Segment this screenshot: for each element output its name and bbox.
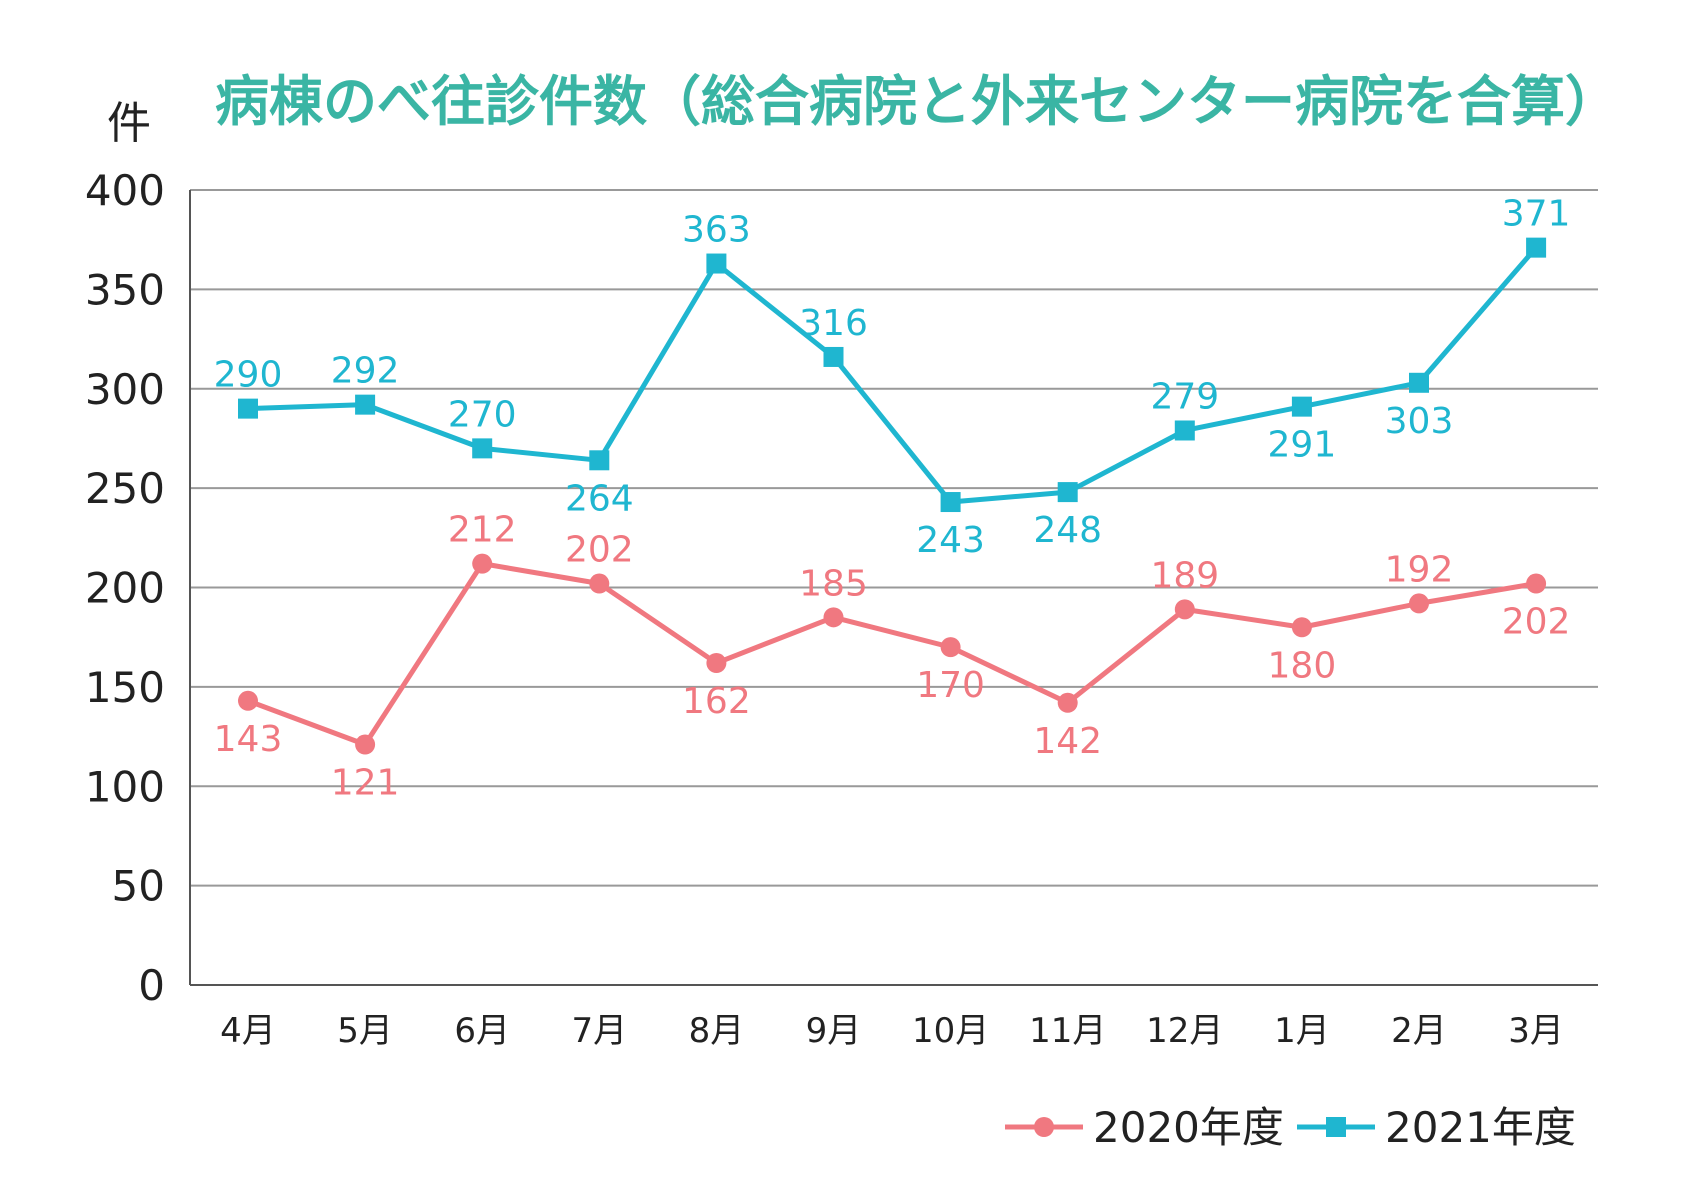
- legend-marker-1: [1034, 1117, 1054, 1137]
- data-point-1-8: [1057, 692, 1078, 713]
- data-point-2-12: [1526, 237, 1547, 258]
- legend-label-2: 2021年度: [1385, 1103, 1576, 1152]
- x-axis-ticks: 4月 5月 6月 7月 8月 9月 10月 11月 12月 1月 2月 3月: [220, 1011, 1564, 1051]
- x-tick-label-4: 7月: [571, 1011, 627, 1051]
- x-tick-label-3: 6月: [454, 1011, 510, 1051]
- data-point-1-6: [823, 607, 844, 628]
- data-point-2-6: [823, 346, 844, 367]
- x-tick-label-10: 1月: [1274, 1011, 1330, 1051]
- y-axis-unit-label: 件: [107, 98, 151, 149]
- chart-title: 病棟のべ往診件数（総合病院と外来センター病院を合算）: [215, 70, 1619, 133]
- data-point-1-10: [1291, 617, 1312, 638]
- y-tick-label-300: 300: [85, 365, 165, 414]
- y-tick-label-0: 0: [138, 961, 165, 1010]
- data-point-1-9: [1174, 599, 1195, 620]
- series-2: 290 292 270 264 363 316 243 248 279 291 303 371: [214, 194, 1571, 561]
- x-tick-label-9: 12月: [1146, 1011, 1223, 1051]
- y-tick-label-200: 200: [85, 564, 165, 613]
- data-label-2-7: 243: [916, 520, 985, 561]
- data-point-2-11: [1409, 372, 1429, 393]
- y-tick-label-150: 150: [85, 663, 165, 712]
- gridlines: [189, 189, 1598, 986]
- series-1: 143 121 212 202 162 185 170 142 189 180 192 202: [214, 510, 1571, 804]
- x-tick-label-8: 11月: [1029, 1011, 1106, 1051]
- x-tick-label-6: 9月: [806, 1011, 862, 1051]
- data-label-2-9: 279: [1150, 376, 1219, 417]
- data-label-1-2: 121: [331, 763, 400, 804]
- data-point-2-4: [589, 450, 610, 471]
- data-point-1-2: [355, 734, 376, 755]
- data-point-2-5: [706, 253, 727, 274]
- x-tick-label-7: 10月: [912, 1011, 989, 1051]
- data-point-1-12: [1526, 573, 1547, 594]
- data-label-1-9: 189: [1150, 555, 1219, 596]
- x-tick-label-5: 8月: [689, 1011, 745, 1051]
- data-point-1-5: [706, 653, 727, 674]
- data-label-2-6: 316: [799, 303, 868, 344]
- data-point-1-7: [940, 637, 961, 658]
- x-tick-label-11: 2月: [1391, 1011, 1447, 1051]
- data-label-1-1: 143: [214, 719, 283, 760]
- data-label-1-3: 212: [448, 510, 517, 551]
- data-label-2-2: 292: [331, 351, 400, 392]
- data-point-1-11: [1409, 593, 1429, 614]
- data-label-1-7: 170: [916, 665, 985, 706]
- y-tick-label-350: 350: [85, 265, 165, 314]
- data-point-2-8: [1057, 482, 1078, 503]
- data-point-2-3: [472, 438, 493, 459]
- data-label-1-6: 185: [799, 563, 868, 604]
- y-tick-label-250: 250: [85, 464, 165, 513]
- series-line-2: [247, 246, 1538, 505]
- y-axis-ticks: 0 50 100 150 200 250 300 350 400: [85, 166, 165, 1010]
- data-label-1-10: 180: [1268, 645, 1337, 686]
- x-tick-label-2: 5月: [337, 1011, 393, 1051]
- x-tick-label-1: 4月: [220, 1011, 276, 1051]
- data-label-1-4: 202: [565, 530, 634, 571]
- data-label-1-8: 142: [1033, 721, 1102, 762]
- data-point-1-4: [589, 573, 610, 594]
- data-label-2-4: 264: [565, 478, 634, 519]
- series-line-1: [247, 561, 1537, 748]
- data-label-2-12: 371: [1502, 194, 1571, 235]
- data-label-2-11: 303: [1385, 401, 1454, 442]
- data-label-1-5: 162: [682, 681, 751, 722]
- data-label-2-10: 291: [1268, 425, 1337, 466]
- data-label-2-1: 290: [214, 355, 283, 396]
- data-label-2-3: 270: [448, 394, 517, 435]
- data-point-1-3: [472, 553, 493, 574]
- data-label-2-5: 363: [682, 210, 751, 251]
- data-point-2-10: [1291, 396, 1312, 417]
- legend-marker-2: [1326, 1117, 1346, 1137]
- data-point-2-7: [940, 492, 961, 513]
- data-point-2-9: [1174, 420, 1195, 441]
- data-label-1-11: 192: [1385, 549, 1454, 590]
- data-point-2-1: [238, 398, 258, 419]
- data-point-1-1: [238, 690, 258, 711]
- legend: 2020年度 2021年度: [1005, 1103, 1576, 1152]
- y-tick-label-400: 400: [85, 166, 165, 215]
- legend-label-1: 2020年度: [1093, 1103, 1284, 1152]
- x-tick-label-12: 3月: [1508, 1011, 1564, 1051]
- data-label-1-12: 202: [1502, 602, 1571, 643]
- data-point-2-2: [355, 394, 376, 415]
- y-tick-label-100: 100: [85, 762, 165, 811]
- y-tick-label-50: 50: [112, 862, 165, 911]
- data-label-2-8: 248: [1033, 510, 1102, 551]
